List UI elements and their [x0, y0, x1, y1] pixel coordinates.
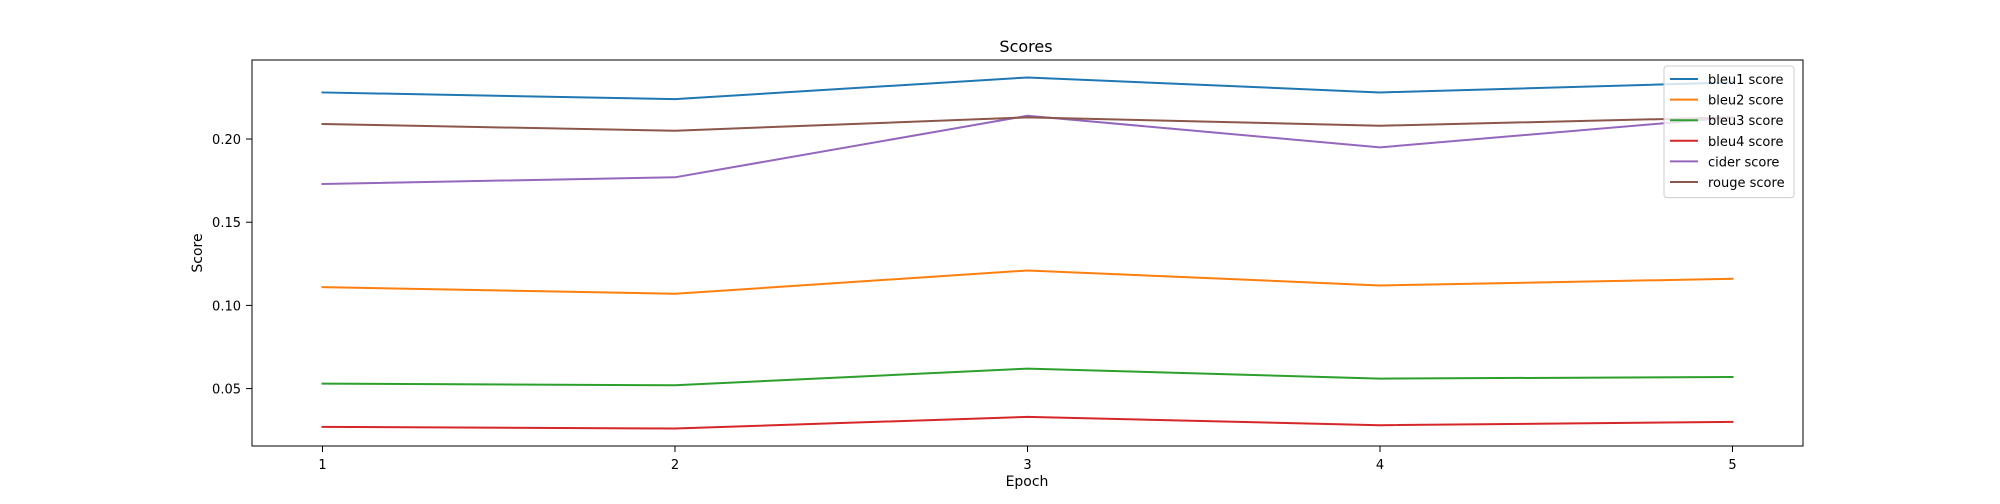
legend-entry-label: bleu2 score — [1708, 94, 1783, 109]
series-line-bleu3-score — [321, 367, 1734, 387]
legend-entry-label: bleu1 score — [1708, 73, 1783, 88]
x-tick-label: 1 — [318, 458, 326, 473]
y-tick-label: 0.15 — [212, 216, 241, 231]
y-tick-label: 0.20 — [212, 133, 241, 148]
legend: bleu1 score bleu2 score bleu3 score bleu4 s… — [1663, 65, 1795, 199]
legend-entry-label: bleu4 score — [1708, 135, 1783, 150]
x-tick-label: 3 — [1023, 458, 1031, 473]
chart-title: Scores — [999, 37, 1052, 56]
x-tick-label: 5 — [1728, 458, 1736, 473]
legend-entry-label: cider score — [1708, 155, 1779, 170]
y-axis: 0.05 0.10 0.15 0.20 — [212, 133, 252, 398]
series-layer — [321, 76, 1734, 430]
x-axis: 1 2 3 4 5 — [318, 446, 1737, 473]
series-line-bleu2-score — [321, 269, 1734, 295]
series-line-cider-score — [321, 114, 1734, 185]
y-axis-label: Score — [190, 233, 206, 272]
x-tick-label: 2 — [671, 458, 679, 473]
x-tick-label: 4 — [1376, 458, 1384, 473]
series-line-rouge-score — [321, 116, 1734, 132]
y-tick-label: 0.10 — [212, 299, 241, 314]
series-line-bleu4-score — [321, 415, 1734, 430]
x-axis-label: Epoch — [1006, 474, 1049, 490]
series-line-bleu1-score — [321, 76, 1734, 101]
y-tick-label: 0.05 — [212, 383, 241, 398]
legend-entry-label: bleu3 score — [1708, 114, 1783, 129]
legend-entry-label: rouge score — [1708, 176, 1785, 191]
